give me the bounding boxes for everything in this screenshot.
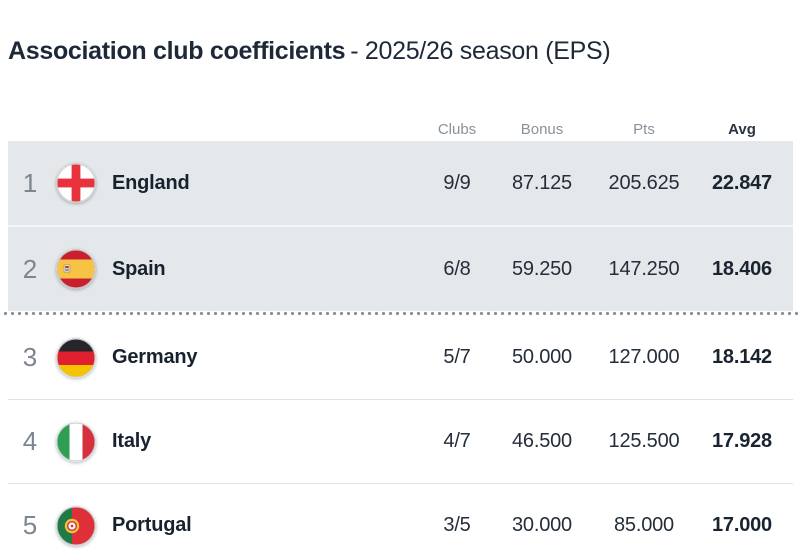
pts-value: 147.250 xyxy=(608,257,680,280)
country-name: England xyxy=(112,171,190,194)
country-cell: Germany xyxy=(52,338,412,378)
column-header-avg: Avg xyxy=(728,120,756,138)
country-cell: Portugal xyxy=(52,506,412,546)
bonus-value: 46.500 xyxy=(512,430,572,452)
country-cell: Spain xyxy=(52,249,412,289)
portugal-flag-icon xyxy=(56,506,96,546)
bonus-value: 87.125 xyxy=(512,171,572,194)
ranking-table: 1 England 9/9 87.125 20 xyxy=(0,141,800,555)
country-cell: England xyxy=(52,163,412,203)
italy-flag-icon xyxy=(56,422,96,462)
pts-value: 205.625 xyxy=(608,171,680,194)
avg-value: 18.406 xyxy=(712,257,772,280)
clubs-value: 5/7 xyxy=(443,346,471,368)
clubs-value: 3/5 xyxy=(443,514,471,536)
pts-value: 125.500 xyxy=(608,430,680,452)
page-title: Association club coefficients - 2025/26 s… xyxy=(8,36,800,66)
bonus-value: 30.000 xyxy=(512,514,572,536)
highlight-row-separator xyxy=(8,225,793,227)
rank-label: 5 xyxy=(22,510,38,540)
country-name: Italy xyxy=(112,430,152,452)
table-row-england[interactable]: 1 England 9/9 87.125 20 xyxy=(8,141,793,225)
country-name: Germany xyxy=(112,346,198,368)
page-title-season: - 2025/26 season (EPS) xyxy=(350,37,611,65)
country-name: Spain xyxy=(112,257,166,280)
pts-value: 85.000 xyxy=(614,514,674,536)
qualification-cutoff-divider xyxy=(0,311,800,316)
clubs-value: 9/9 xyxy=(443,171,471,194)
rank-label: 2 xyxy=(22,253,38,284)
row-separator xyxy=(8,483,793,484)
england-flag-icon xyxy=(56,163,96,203)
spain-flag-icon xyxy=(56,249,96,289)
table-row-portugal[interactable]: 5 Portugal xyxy=(8,484,793,555)
table-row-italy[interactable]: 4 Italy 4/7 46.500 125. xyxy=(8,400,793,483)
rank-label: 3 xyxy=(22,342,38,372)
avg-value: 17.928 xyxy=(712,430,772,452)
clubs-value: 6/8 xyxy=(443,257,471,280)
country-cell: Italy xyxy=(52,422,412,462)
column-header-clubs: Clubs xyxy=(437,120,477,138)
row-separator xyxy=(8,399,793,400)
column-header-bonus: Bonus xyxy=(520,120,564,138)
table-row-germany[interactable]: 3 Germany 5/7 50.000 12 xyxy=(8,316,793,399)
column-header-pts: Pts xyxy=(633,120,655,138)
table-header-row: Clubs Bonus Pts Avg xyxy=(8,117,793,141)
page-title-main: Association club coefficients xyxy=(8,37,346,65)
rank-label: 1 xyxy=(22,167,38,198)
pts-value: 127.000 xyxy=(608,346,680,368)
table-row-spain[interactable]: 2 Spain xyxy=(8,227,793,311)
germany-flag-icon xyxy=(56,338,96,378)
rank-label: 4 xyxy=(22,426,38,456)
coefficients-page: Association club coefficients - 2025/26 s… xyxy=(0,36,800,555)
avg-value: 18.142 xyxy=(712,346,772,368)
avg-value: 17.000 xyxy=(712,514,772,536)
avg-value: 22.847 xyxy=(712,171,772,194)
country-name: Portugal xyxy=(112,514,192,536)
bonus-value: 50.000 xyxy=(512,346,572,368)
bonus-value: 59.250 xyxy=(512,257,572,280)
clubs-value: 4/7 xyxy=(443,430,471,452)
